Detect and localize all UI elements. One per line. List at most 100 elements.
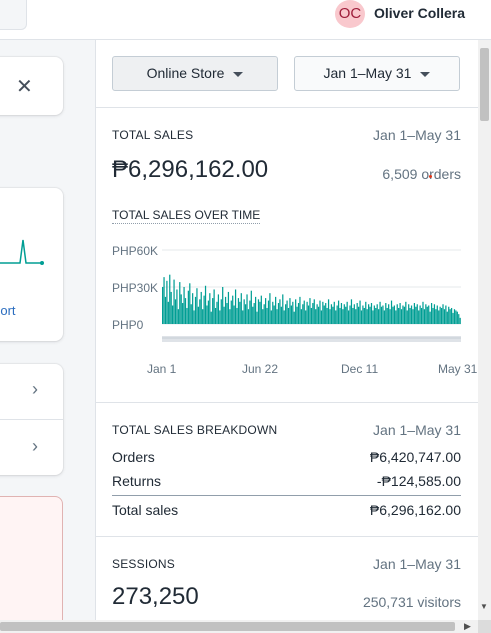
sales-bar (174, 299, 177, 324)
sales-breakdown-section: TOTAL SALES BREAKDOWN Jan 1–May 31 Order… (96, 403, 478, 537)
sales-bar (319, 300, 321, 324)
sales-bar (279, 299, 281, 324)
sales-bar (443, 309, 446, 324)
sales-bar (432, 307, 434, 324)
total-sales-value: ₱6,296,162.00 (112, 156, 269, 183)
sales-bar (316, 304, 318, 324)
y-axis-label: PHP30K (112, 281, 159, 295)
sales-bar (289, 298, 291, 324)
sales-bar (189, 283, 191, 324)
sales-bar (176, 289, 178, 324)
x-axis-label: Jan 1 (147, 362, 177, 376)
marker-dot (429, 175, 432, 178)
sales-bar (252, 306, 254, 324)
sales-bar (243, 299, 245, 324)
sales-bar (244, 304, 247, 324)
orders-value: ₱6,420,747.00 (369, 449, 461, 465)
sales-bar (420, 307, 423, 324)
sales-bar (247, 309, 250, 324)
sales-bar (227, 291, 230, 324)
x-axis-label: May 31 (438, 362, 478, 376)
sales-bar (335, 310, 337, 324)
sales-bar (233, 305, 235, 324)
sales-bar (332, 306, 334, 324)
sales-bar (167, 301, 169, 324)
search-bar[interactable] (0, 0, 27, 30)
returns-label: Returns (112, 473, 162, 489)
sales-bar (273, 305, 275, 324)
sales-bar (375, 307, 377, 324)
sales-bar (383, 310, 385, 324)
sales-bar (380, 306, 383, 324)
date-range-button[interactable]: Jan 1–May 31 (294, 56, 460, 91)
sales-bar (312, 303, 314, 324)
sales-bar (409, 307, 411, 324)
sales-bar (359, 300, 361, 324)
sales-bar (249, 300, 251, 324)
sales-bar (222, 287, 224, 324)
sales-bar (179, 282, 181, 324)
sales-bar (389, 309, 391, 324)
avatar[interactable]: OC (335, 0, 365, 28)
sessions-title: SESSIONS (112, 557, 175, 571)
left-column: ✕ View report › › (0, 40, 95, 620)
sales-bar (393, 305, 395, 324)
sales-bar (373, 305, 375, 324)
sales-bar (440, 307, 443, 324)
sales-bar (350, 299, 353, 324)
sales-bar (303, 300, 305, 324)
sales-bar (263, 304, 265, 324)
sales-bar (408, 304, 410, 324)
sales-bar (395, 310, 397, 324)
chevron-right-icon[interactable]: › (32, 379, 38, 399)
close-icon[interactable]: ✕ (16, 76, 33, 98)
sales-bar (290, 305, 292, 324)
sales-bar (326, 307, 328, 324)
sales-bar (456, 311, 458, 324)
sessions-date: Jan 1–May 31 (373, 556, 461, 572)
sales-bar (436, 305, 438, 324)
sales-bar (453, 309, 456, 324)
scroll-right-arrow-icon[interactable]: ▶ (464, 621, 471, 631)
scrollbar-thumb[interactable] (0, 622, 455, 631)
store-filter-button[interactable]: Online Store (112, 56, 278, 91)
horizontal-scrollbar[interactable]: ▶ (0, 620, 491, 633)
sales-bar (219, 310, 221, 324)
sales-bar (362, 305, 364, 324)
sales-bar (345, 306, 347, 324)
caret-down-icon (233, 71, 244, 77)
chart-title[interactable]: TOTAL SALES OVER TIME (112, 208, 261, 224)
sales-bar (275, 296, 277, 324)
sales-bar (169, 274, 171, 324)
view-report-link[interactable]: View report (0, 303, 16, 318)
sales-bar (317, 306, 320, 324)
sales-bar (163, 277, 165, 324)
chevron-right-icon[interactable]: › (32, 436, 38, 456)
sales-bar (435, 309, 437, 324)
sales-bar (276, 309, 278, 324)
sales-bar (353, 304, 355, 324)
divider (112, 495, 461, 496)
sales-bar (403, 306, 406, 324)
range-slider-track[interactable] (162, 336, 461, 342)
sales-bar (199, 299, 201, 324)
sales-bar (413, 303, 416, 324)
scrollbar-thumb[interactable] (480, 48, 489, 121)
scroll-down-arrow-icon[interactable]: ▼ (480, 602, 488, 611)
sales-bar (253, 303, 255, 324)
sales-bar (398, 307, 400, 324)
sales-bar (459, 317, 461, 324)
sales-bar (452, 312, 454, 324)
sales-bar (410, 305, 413, 324)
sales-bar (230, 300, 232, 324)
sales-bar (202, 309, 204, 324)
sales-bar (385, 303, 387, 324)
user-name[interactable]: Oliver Collera (374, 5, 466, 21)
sales-bar (295, 299, 297, 324)
sales-bar (234, 289, 237, 324)
sales-bar (448, 306, 450, 324)
sales-bar (170, 291, 172, 324)
vertical-scrollbar[interactable]: ▼ (478, 40, 491, 620)
sales-bar (445, 305, 447, 324)
sales-bar (206, 305, 208, 324)
